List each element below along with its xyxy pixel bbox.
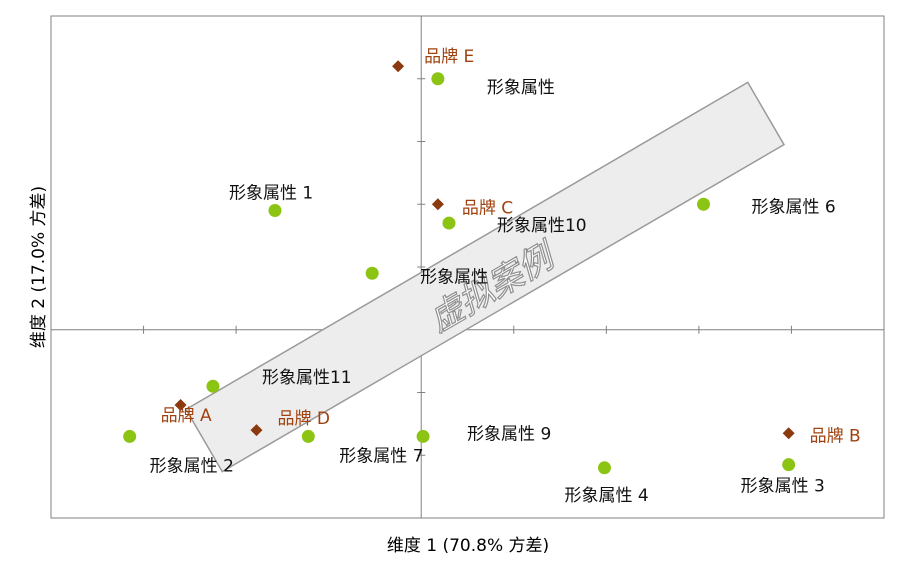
attribute-label: 形象属性 6 [752,197,836,217]
x-axis-label: 维度 1 (70.8% 方差) [387,536,549,556]
attribute-point [597,461,611,475]
brand-label: 品牌 E [424,47,474,67]
attribute-point [697,197,711,211]
attribute-point [206,379,220,393]
brand-label: 品牌 B [810,426,861,446]
attribute-point [431,72,445,86]
attribute-label: 形象属性 9 [467,424,551,444]
attribute-label: 形象属性 7 [339,446,423,466]
attribute-label: 形象属性11 [262,368,352,388]
brand-point [431,198,444,211]
attribute-label: 形象属性 [420,267,488,287]
attribute-label: 形象属性 3 [741,477,825,497]
attribute-label: 形象属性 1 [229,184,313,204]
brand-label: 品牌 A [161,406,212,426]
attribute-label: 形象属性 [487,78,555,98]
brand-label: 品牌 C [462,198,513,218]
brand-point [250,424,263,437]
attribute-point [365,266,379,280]
attribute-point [268,204,282,218]
attribute-point [782,458,796,472]
y-axis-label: 维度 2 (17.0% 方差) [29,186,49,348]
brand-point [174,399,187,412]
brand-point [392,60,405,73]
attribute-label: 形象属性 2 [150,456,234,476]
watermark-band [184,81,786,473]
attribute-point [416,429,430,443]
brand-point [782,427,795,440]
attribute-point [301,429,315,443]
brand-label: 品牌 D [277,409,330,429]
attribute-label: 形象属性 4 [564,486,648,506]
attribute-point [442,216,456,230]
attribute-label: 形象属性10 [497,216,587,236]
attribute-point [123,429,137,443]
